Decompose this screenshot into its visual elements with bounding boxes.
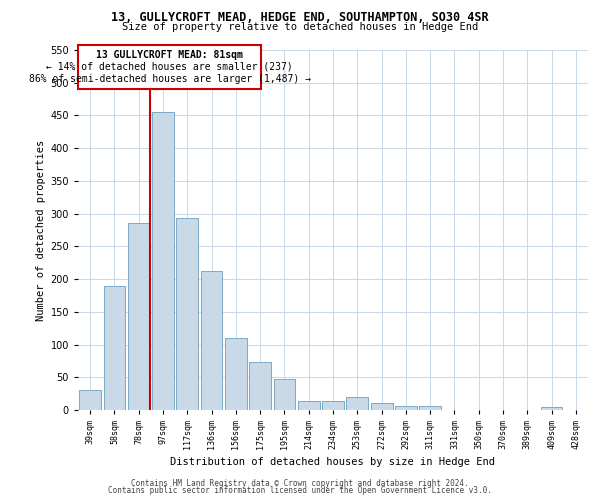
- Bar: [322, 402, 344, 410]
- Text: ← 14% of detached houses are smaller (237): ← 14% of detached houses are smaller (23…: [46, 62, 293, 72]
- Bar: [200, 270, 223, 410]
- Bar: [225, 338, 247, 410]
- Bar: [79, 390, 101, 410]
- FancyBboxPatch shape: [79, 45, 260, 90]
- Text: Size of property relative to detached houses in Hedge End: Size of property relative to detached ho…: [122, 22, 478, 32]
- Bar: [152, 112, 174, 410]
- Bar: [419, 406, 441, 410]
- Bar: [541, 406, 562, 410]
- Bar: [249, 362, 271, 410]
- X-axis label: Distribution of detached houses by size in Hedge End: Distribution of detached houses by size …: [170, 458, 496, 468]
- Text: Contains public sector information licensed under the Open Government Licence v3: Contains public sector information licen…: [108, 486, 492, 495]
- Bar: [274, 379, 295, 410]
- Bar: [128, 224, 149, 410]
- Bar: [395, 406, 417, 410]
- Bar: [176, 218, 198, 410]
- Bar: [298, 402, 320, 410]
- Bar: [346, 397, 368, 410]
- Text: 13 GULLYCROFT MEAD: 81sqm: 13 GULLYCROFT MEAD: 81sqm: [96, 50, 243, 60]
- Bar: [104, 286, 125, 410]
- Y-axis label: Number of detached properties: Number of detached properties: [36, 140, 46, 320]
- Text: 86% of semi-detached houses are larger (1,487) →: 86% of semi-detached houses are larger (…: [29, 74, 311, 84]
- Text: 13, GULLYCROFT MEAD, HEDGE END, SOUTHAMPTON, SO30 4SR: 13, GULLYCROFT MEAD, HEDGE END, SOUTHAMP…: [111, 11, 489, 24]
- Bar: [371, 404, 392, 410]
- Text: Contains HM Land Registry data © Crown copyright and database right 2024.: Contains HM Land Registry data © Crown c…: [131, 478, 469, 488]
